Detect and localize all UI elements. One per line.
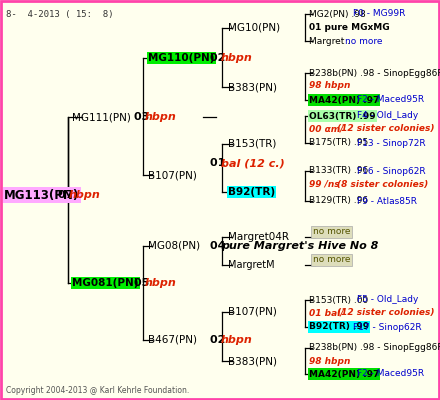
Text: F16 - Sinop62R: F16 - Sinop62R	[356, 166, 425, 176]
Text: F2 - Maced95R: F2 - Maced95R	[356, 370, 424, 378]
Text: Copyright 2004-2013 @ Karl Kehrle Foundation.: Copyright 2004-2013 @ Karl Kehrle Founda…	[6, 386, 189, 395]
Text: F17 - Sinop62R: F17 - Sinop62R	[353, 322, 422, 332]
Text: 01 pure MGxMG: 01 pure MGxMG	[309, 22, 390, 32]
Text: 98 hbpn: 98 hbpn	[309, 82, 350, 90]
Text: MargretM: MargretM	[228, 260, 275, 270]
Text: B153(TR): B153(TR)	[228, 139, 276, 149]
Text: OL63(TR) .99: OL63(TR) .99	[309, 112, 376, 120]
Text: MG111(PN): MG111(PN)	[72, 112, 131, 122]
Text: 03: 03	[134, 112, 153, 122]
Text: B153(TR) .00: B153(TR) .00	[309, 296, 368, 304]
Text: no more: no more	[345, 36, 383, 46]
Text: pure Margret's Hive No 8: pure Margret's Hive No 8	[221, 241, 378, 251]
Text: 01 bal/: 01 bal/	[309, 308, 344, 318]
Text: F13 - Sinop72R: F13 - Sinop72R	[356, 138, 425, 148]
Text: MG2(PN) .98: MG2(PN) .98	[309, 10, 366, 18]
Text: MG110(PN): MG110(PN)	[148, 53, 215, 63]
Text: 02: 02	[210, 53, 229, 63]
Text: (8 sister colonies): (8 sister colonies)	[337, 180, 428, 188]
Text: MG113(PN): MG113(PN)	[4, 188, 79, 202]
Text: B238b(PN) .98 - SinopEgg86R: B238b(PN) .98 - SinopEgg86R	[309, 68, 440, 78]
Text: MG081(PN): MG081(PN)	[72, 278, 139, 288]
Text: B238b(PN) .98 - SinopEgg86R: B238b(PN) .98 - SinopEgg86R	[309, 344, 440, 352]
Text: 04: 04	[210, 241, 229, 251]
Text: MG10(PN): MG10(PN)	[228, 23, 280, 33]
Text: F9 - Atlas85R: F9 - Atlas85R	[356, 196, 417, 206]
Text: hbpn: hbpn	[221, 53, 253, 63]
Text: F0 - MG99R: F0 - MG99R	[353, 10, 405, 18]
Text: B383(PN): B383(PN)	[228, 82, 277, 92]
Text: B107(PN): B107(PN)	[228, 307, 277, 317]
Text: Margret04R: Margret04R	[228, 232, 289, 242]
Text: 01: 01	[210, 158, 229, 168]
Text: 00 αm/: 00 αm/	[309, 124, 343, 134]
Text: 99 /ns: 99 /ns	[309, 180, 340, 188]
Text: B133(TR) .96: B133(TR) .96	[309, 166, 368, 176]
Text: B175(TR) .95: B175(TR) .95	[309, 138, 368, 148]
Text: hbpn: hbpn	[69, 190, 101, 200]
Text: B107(PN): B107(PN)	[148, 170, 197, 180]
Text: F2 - Maced95R: F2 - Maced95R	[356, 96, 424, 104]
Text: F4 - Old_Lady: F4 - Old_Lady	[356, 112, 418, 120]
Text: (12 sister colonies): (12 sister colonies)	[337, 124, 434, 134]
Text: MA42(PN) .97: MA42(PN) .97	[309, 370, 379, 378]
Text: no more: no more	[313, 228, 351, 236]
Text: hbpn: hbpn	[145, 112, 177, 122]
Text: B92(TR) .99: B92(TR) .99	[309, 322, 369, 332]
Text: B129(TR) .96: B129(TR) .96	[309, 196, 368, 206]
Text: 07: 07	[58, 190, 77, 200]
Text: 8-  4-2013 ( 15:  8): 8- 4-2013 ( 15: 8)	[6, 10, 114, 19]
Text: (12 sister colonies): (12 sister colonies)	[337, 308, 434, 318]
Text: MG08(PN): MG08(PN)	[148, 241, 200, 251]
Text: bal (12 c.): bal (12 c.)	[221, 158, 285, 168]
Text: hbpn: hbpn	[145, 278, 177, 288]
Text: 02: 02	[210, 335, 229, 345]
Text: B467(PN): B467(PN)	[148, 335, 197, 345]
Text: B92(TR): B92(TR)	[228, 187, 275, 197]
Text: 98 hbpn: 98 hbpn	[309, 356, 350, 366]
Text: 05: 05	[134, 278, 153, 288]
Text: no more: no more	[313, 256, 351, 264]
Text: B383(PN): B383(PN)	[228, 356, 277, 366]
Text: Margret .: Margret .	[309, 36, 350, 46]
Text: hbpn: hbpn	[221, 335, 253, 345]
Text: MA42(PN) .97: MA42(PN) .97	[309, 96, 379, 104]
Text: F5 - Old_Lady: F5 - Old_Lady	[356, 296, 418, 304]
